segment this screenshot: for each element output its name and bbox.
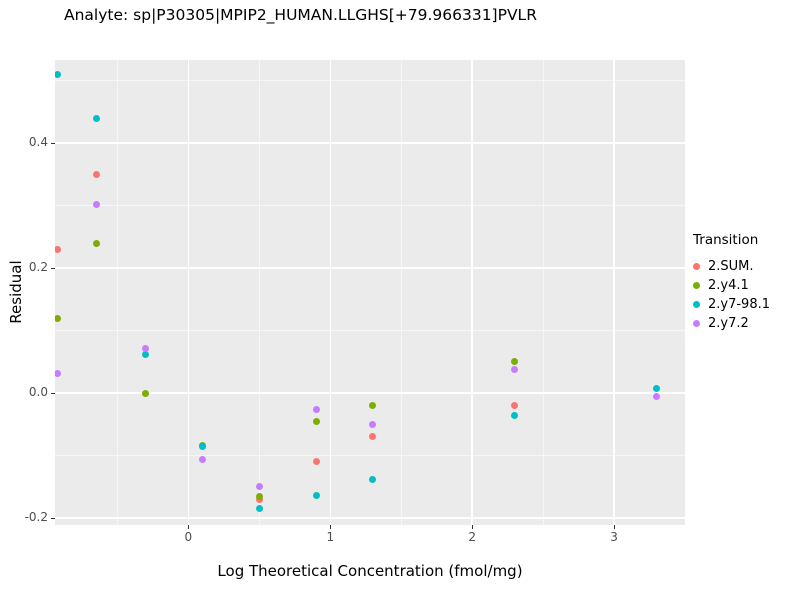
gridline-major-horizontal (55, 517, 685, 519)
data-point (511, 402, 519, 410)
gridline-minor-horizontal (55, 330, 685, 332)
data-point (312, 491, 320, 499)
data-point (312, 417, 320, 425)
legend-item: 2.SUM. (693, 257, 770, 276)
x-tick-label: 3 (610, 530, 618, 544)
data-point (55, 245, 62, 253)
gridline-minor-vertical (542, 60, 544, 525)
legend: Transition 2.SUM. 2.y4.1 2.y7-98.1 2.y7.2 (693, 232, 770, 333)
gridline-major-vertical (329, 60, 331, 525)
y-tick-label: 0.4 (28, 135, 48, 150)
legend-swatch-dot (693, 282, 700, 289)
gridline-minor-horizontal (55, 455, 685, 457)
data-point (199, 443, 207, 451)
gridline-minor-horizontal (55, 80, 685, 82)
data-point (653, 384, 661, 392)
gridline-major-horizontal (55, 267, 685, 269)
data-point (653, 393, 661, 401)
x-tick-mark (472, 525, 474, 529)
data-point (55, 369, 62, 377)
gridline-minor-horizontal (55, 205, 685, 207)
data-point (142, 350, 150, 358)
data-point (199, 455, 207, 463)
legend-swatch-dot (693, 320, 700, 327)
data-point (255, 505, 263, 513)
chart-title: Analyte: sp|P30305|MPIP2_HUMAN.LLGHS[+79… (64, 6, 537, 24)
x-tick-mark (330, 525, 332, 529)
data-point (312, 405, 320, 413)
data-point (312, 458, 320, 466)
gridline-major-horizontal (55, 142, 685, 144)
data-point (369, 420, 377, 428)
y-tick-label: -0.2 (24, 510, 48, 525)
y-tick-label: 0.0 (28, 385, 48, 400)
legend-item: 2.y7.2 (693, 314, 770, 333)
x-tick-label: 0 (184, 530, 193, 544)
data-point (55, 314, 62, 322)
y-tick-mark (51, 393, 55, 395)
legend-swatch-dot (693, 301, 700, 308)
data-point (142, 389, 150, 397)
x-tick-label: 1 (326, 530, 335, 544)
data-point (142, 344, 150, 352)
gridline-major-horizontal (55, 392, 685, 394)
gridline-major-vertical (471, 60, 473, 525)
y-tick-mark (51, 268, 55, 270)
legend-item-label: 2.y7-98.1 (708, 297, 771, 312)
y-tick-label: 0.2 (28, 260, 48, 275)
x-tick-mark (614, 525, 616, 529)
legend-item-label: 2.SUM. (708, 259, 754, 274)
y-axis-label: Residual (7, 260, 25, 324)
x-axis-label: Log Theoretical Concentration (fmol/mg) (217, 562, 523, 580)
data-point (92, 239, 100, 247)
gridline-major-vertical (613, 60, 615, 525)
data-point (511, 365, 519, 373)
legend-items: 2.SUM. 2.y4.1 2.y7-98.1 2.y7.2 (693, 257, 770, 333)
data-point (369, 475, 377, 483)
gridline-major-vertical (187, 60, 190, 525)
data-point (511, 358, 519, 366)
gridline-minor-vertical (684, 60, 685, 525)
legend-item-label: 2.y7.2 (708, 316, 749, 331)
data-point (511, 411, 519, 419)
y-tick-mark (51, 518, 55, 520)
legend-item: 2.y4.1 (693, 276, 770, 295)
data-point (255, 483, 263, 491)
data-point (92, 170, 100, 178)
legend-title: Transition (693, 232, 759, 248)
legend-item-label: 2.y4.1 (708, 278, 749, 293)
gridline-minor-vertical (400, 60, 402, 525)
x-tick-label: 2 (468, 530, 476, 544)
data-point (255, 492, 263, 500)
data-point (369, 402, 377, 410)
y-tick-mark (51, 143, 55, 145)
x-tick-mark (188, 525, 190, 529)
gridline-minor-vertical (116, 60, 118, 525)
data-point (92, 114, 100, 122)
data-point (92, 200, 100, 208)
data-point (369, 433, 377, 441)
plot-panel (55, 60, 685, 525)
data-point (55, 70, 62, 78)
legend-swatch-dot (693, 263, 700, 270)
legend-item: 2.y7-98.1 (693, 295, 770, 314)
gridline-minor-vertical (258, 60, 260, 525)
